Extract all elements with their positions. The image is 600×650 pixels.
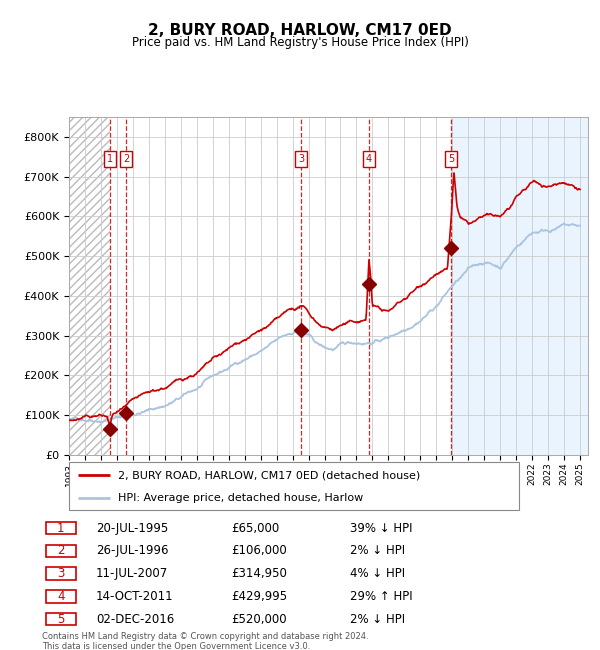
Text: 2, BURY ROAD, HARLOW, CM17 0ED (detached house): 2, BURY ROAD, HARLOW, CM17 0ED (detached… xyxy=(119,470,421,480)
Text: 39% ↓ HPI: 39% ↓ HPI xyxy=(350,521,412,534)
Text: £65,000: £65,000 xyxy=(231,521,279,534)
Text: 11-JUL-2007: 11-JUL-2007 xyxy=(96,567,168,580)
Text: 02-DEC-2016: 02-DEC-2016 xyxy=(96,612,174,625)
Text: £429,995: £429,995 xyxy=(231,590,287,603)
Text: 2: 2 xyxy=(123,154,129,164)
Text: 3: 3 xyxy=(57,567,65,580)
Text: 3: 3 xyxy=(298,154,304,164)
Text: 5: 5 xyxy=(57,612,65,625)
Text: Price paid vs. HM Land Registry's House Price Index (HPI): Price paid vs. HM Land Registry's House … xyxy=(131,36,469,49)
FancyBboxPatch shape xyxy=(46,522,76,534)
Text: £314,950: £314,950 xyxy=(231,567,287,580)
Text: 4: 4 xyxy=(57,590,65,603)
Text: 4% ↓ HPI: 4% ↓ HPI xyxy=(350,567,405,580)
Text: 26-JUL-1996: 26-JUL-1996 xyxy=(96,545,169,558)
Bar xyxy=(69,117,110,455)
FancyBboxPatch shape xyxy=(46,590,76,603)
Text: 20-JUL-1995: 20-JUL-1995 xyxy=(96,521,168,534)
Bar xyxy=(451,117,588,455)
Text: 1: 1 xyxy=(57,521,65,534)
Text: 2% ↓ HPI: 2% ↓ HPI xyxy=(350,612,405,625)
Text: 29% ↑ HPI: 29% ↑ HPI xyxy=(350,590,412,603)
Text: 2: 2 xyxy=(57,545,65,558)
Text: 1: 1 xyxy=(107,154,113,164)
FancyBboxPatch shape xyxy=(46,545,76,557)
Text: 14-OCT-2011: 14-OCT-2011 xyxy=(96,590,173,603)
Text: 5: 5 xyxy=(448,154,454,164)
Text: Contains HM Land Registry data © Crown copyright and database right 2024.
This d: Contains HM Land Registry data © Crown c… xyxy=(42,632,368,650)
FancyBboxPatch shape xyxy=(46,567,76,580)
Text: £520,000: £520,000 xyxy=(231,612,287,625)
Text: 2% ↓ HPI: 2% ↓ HPI xyxy=(350,545,405,558)
Text: £106,000: £106,000 xyxy=(231,545,287,558)
Text: 4: 4 xyxy=(366,154,372,164)
FancyBboxPatch shape xyxy=(46,613,76,625)
Text: HPI: Average price, detached house, Harlow: HPI: Average price, detached house, Harl… xyxy=(119,493,364,503)
Text: 2, BURY ROAD, HARLOW, CM17 0ED: 2, BURY ROAD, HARLOW, CM17 0ED xyxy=(148,23,452,38)
